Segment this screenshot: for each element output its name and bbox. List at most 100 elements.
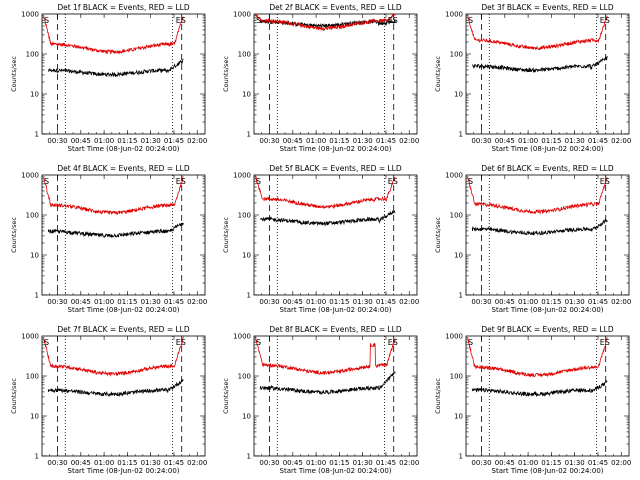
x-tick-label: 01:45 [588, 459, 608, 467]
lld-series-line [43, 15, 184, 55]
panel-title: Det 5f BLACK = Events, RED = LLD [269, 164, 402, 173]
x-axis-label: Start Time (08-Jun-02 00:24:00) [280, 145, 392, 153]
y-tick-label: 1000 [21, 172, 39, 180]
panel-4: Det 4f BLACK = Events, RED = LLD 1 10 100 10… [10, 164, 207, 314]
start-marker: S [44, 338, 49, 347]
y-tick-label: 100 [238, 212, 251, 220]
x-tick-label: 00:30 [259, 137, 279, 145]
y-tick-label: 10 [454, 91, 463, 99]
x-tick-label: 01:00 [94, 137, 114, 145]
y-tick-label: 10 [30, 91, 39, 99]
x-tick-label: 00:30 [47, 298, 67, 306]
y-axis-ticks [42, 176, 205, 296]
x-tick-label: 01:15 [329, 459, 349, 467]
y-tick-label: 1 [247, 130, 251, 138]
y-axis-label: Counts/sec [222, 217, 230, 253]
panel-title: Det 1f BLACK = Events, RED = LLD [57, 3, 190, 12]
y-axis-ticks [254, 15, 417, 135]
x-tick-label: 00:30 [47, 137, 67, 145]
panel-title: Det 4f BLACK = Events, RED = LLD [57, 164, 190, 173]
x-tick-label: 00:45 [495, 137, 515, 145]
y-axis-label: Counts/sec [434, 378, 442, 414]
x-tick-label: 01:45 [376, 137, 396, 145]
y-axis-ticks [254, 176, 417, 296]
panel-title: Det 2f BLACK = Events, RED = LLD [269, 3, 402, 12]
x-tick-label: 01:45 [588, 137, 608, 145]
start-marker: S [468, 177, 473, 186]
y-tick-label: 10 [242, 413, 251, 421]
x-tick-label: 00:45 [283, 298, 303, 306]
y-tick-label: 10 [30, 413, 39, 421]
y-axis-ticks [466, 15, 629, 135]
y-tick-label: 1000 [233, 333, 251, 341]
x-tick-label: 01:30 [141, 459, 161, 467]
plot-frame [465, 335, 630, 457]
lld-series-line [467, 176, 608, 215]
lld-series-line [43, 336, 184, 377]
events-series-line [259, 18, 396, 29]
plot-frame [253, 174, 418, 296]
panel-8: Det 8f BLACK = Events, RED = LLD 1 10 100 10… [222, 325, 419, 475]
plot-frame [41, 174, 206, 296]
y-tick-label: 1000 [21, 333, 39, 341]
x-tick-label: 00:45 [71, 137, 91, 145]
x-axis-label: Start Time (08-Jun-02 00:24:00) [68, 306, 180, 314]
y-tick-label: 1000 [233, 172, 251, 180]
x-tick-label: 01:15 [541, 137, 561, 145]
x-tick-label: 01:15 [329, 137, 349, 145]
x-tick-label: 02:00 [611, 459, 631, 467]
y-tick-label: 1000 [445, 172, 463, 180]
end-marker: ES [388, 177, 398, 186]
y-axis-label: Counts/sec [222, 378, 230, 414]
x-tick-label: 01:30 [565, 137, 585, 145]
y-tick-label: 100 [238, 51, 251, 59]
end-marker: ES [600, 177, 610, 186]
x-tick-label: 00:45 [495, 298, 515, 306]
y-tick-label: 10 [242, 252, 251, 260]
y-tick-label: 1000 [21, 11, 39, 19]
lld-series-line [467, 337, 608, 378]
end-marker: ES [600, 338, 610, 347]
x-tick-label: 02:00 [399, 459, 419, 467]
x-axis-label: Start Time (08-Jun-02 00:24:00) [492, 467, 604, 475]
x-tick-label: 00:45 [495, 459, 515, 467]
x-tick-label: 01:15 [117, 298, 137, 306]
x-tick-label: 01:45 [376, 459, 396, 467]
y-tick-label: 1 [247, 291, 251, 299]
start-marker: S [468, 16, 473, 25]
x-tick-label: 01:30 [353, 459, 373, 467]
y-tick-label: 1 [35, 452, 39, 460]
x-tick-label: 01:30 [565, 459, 585, 467]
x-tick-label: 00:30 [259, 298, 279, 306]
x-tick-label: 01:15 [117, 459, 137, 467]
events-series-line [471, 379, 608, 397]
events-series-line [259, 371, 396, 396]
y-axis-label: Counts/sec [434, 217, 442, 253]
y-axis-label: Counts/sec [10, 217, 18, 253]
panel-5: Det 5f BLACK = Events, RED = LLD 1 10 100 10… [222, 164, 419, 314]
plot-frame [465, 13, 630, 135]
x-tick-label: 01:00 [306, 459, 326, 467]
x-tick-label: 01:15 [541, 459, 561, 467]
panel-3: Det 3f BLACK = Events, RED = LLD 1 10 100 10… [434, 3, 631, 153]
lld-series-line [43, 176, 184, 216]
x-axis-label: Start Time (08-Jun-02 00:24:00) [492, 145, 604, 153]
lld-series-line [467, 14, 608, 51]
y-tick-label: 100 [450, 51, 463, 59]
end-marker: ES [600, 16, 610, 25]
y-tick-label: 1 [459, 130, 463, 138]
end-marker: ES [176, 16, 186, 25]
end-marker: ES [176, 338, 186, 347]
x-tick-label: 01:30 [141, 298, 161, 306]
x-tick-label: 00:45 [71, 298, 91, 306]
x-tick-label: 01:00 [94, 298, 114, 306]
x-tick-label: 01:15 [117, 137, 137, 145]
x-axis-label: Start Time (08-Jun-02 00:24:00) [280, 306, 392, 314]
y-tick-label: 1 [459, 291, 463, 299]
y-axis-ticks [466, 337, 629, 457]
start-marker: S [44, 177, 49, 186]
x-tick-label: 00:45 [71, 459, 91, 467]
y-tick-label: 100 [238, 373, 251, 381]
end-marker: ES [176, 177, 186, 186]
y-tick-label: 100 [26, 51, 39, 59]
